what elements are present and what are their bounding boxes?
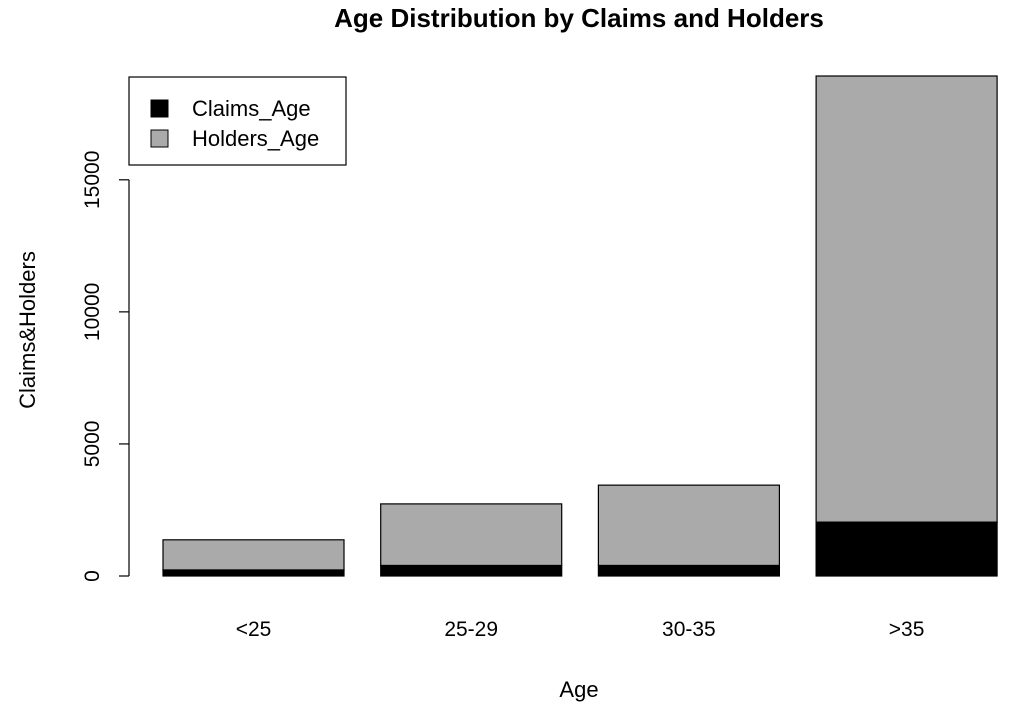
legend-swatch: [150, 129, 169, 148]
bar-claims-age: [380, 564, 563, 577]
bar-claims-age: [162, 569, 345, 577]
y-tick-label: 5000: [81, 421, 104, 468]
bar-holders-age: [815, 75, 998, 523]
x-axis-label: Age: [559, 677, 598, 702]
bar-holders-age: [162, 539, 345, 571]
y-tick-label: 0: [81, 570, 104, 582]
y-tick-label: 10000: [81, 283, 104, 341]
legend: Claims_Age Holders_Age: [128, 76, 347, 166]
y-tick-label: 15000: [81, 151, 104, 209]
legend-label: Holders_Age: [192, 126, 319, 151]
y-axis-label: Claims&Holders: [15, 251, 40, 409]
x-tick-label: 25-29: [444, 618, 498, 641]
chart-title: Age Distribution by Claims and Holders: [334, 3, 824, 33]
x-tick-labels: <25 25-29 30-35 >35: [236, 618, 925, 641]
legend-label: Claims_Age: [192, 96, 311, 121]
x-tick-label: 30-35: [662, 618, 716, 641]
bar-holders-age: [380, 503, 563, 567]
bar-claims-age: [815, 521, 998, 577]
bar-claims-age: [597, 564, 781, 577]
x-tick-label: >35: [889, 618, 925, 641]
legend-swatch: [150, 99, 169, 118]
x-tick-label: <25: [236, 618, 272, 641]
bars: [162, 75, 998, 577]
legend-box: [128, 76, 347, 166]
bar-holders-age: [597, 484, 781, 567]
y-axis: 0 5000 10000 15000: [81, 151, 130, 582]
